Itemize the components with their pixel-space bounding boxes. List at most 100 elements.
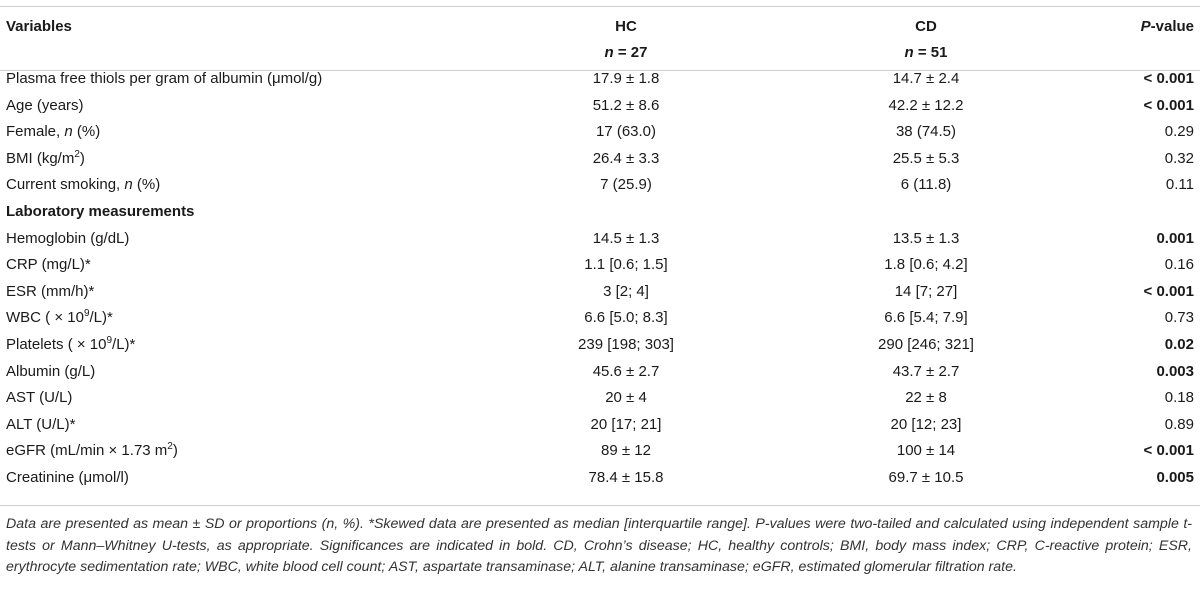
cell-p-value: 0.16 [1164,256,1194,274]
row-label-text: /L)* [112,335,136,353]
section-title: Laboratory measurements [6,202,195,220]
cell-cd: 290 [246; 321] [878,335,974,353]
cell-cd: 14 [7; 27] [894,282,958,300]
cell-p-value: 0.73 [1164,309,1194,327]
row-label-italic: n [64,123,73,141]
header-p-value: P-value [1056,14,1200,40]
row-label-text: ) [172,442,178,460]
cell-p-value: 0.005 [1156,468,1194,486]
table-bottom-rule [0,505,1200,506]
table-row: Age (years) 51.2 ± 8.6 42.2 ± 12.2 < 0.001 [0,93,1200,120]
table-row: eGFR (mL/min × 1.73 m2) 89 ± 12 100 ± 14 < … [0,438,1200,465]
table-row: BMI (kg/m2) 26.4 ± 3.3 25.5 ± 5.3 0.32 [0,146,1200,173]
table-row: Creatinine (μmol/l) 78.4 ± 15.8 69.7 ± 10.… [0,465,1200,492]
table-row: WBC ( × 109/L)* 6.6 [5.0; 8.3] 6.6 [5.4; 7… [0,305,1200,332]
table-header-rule [0,70,1200,71]
row-label: Current smoking, n (%) [0,172,456,199]
cell-cd: 43.7 ± 2.7 [892,362,960,380]
cell-hc: 3 [2; 4] [603,282,649,300]
row-label-text: eGFR (mL/min × 1.73 m [6,442,168,460]
table-row: Platelets ( × 109/L)* 239 [198; 303] 290 [… [0,332,1200,359]
row-label-text: (%) [132,176,161,194]
table-row: ALT (U/L)* 20 [17; 21] 20 [12; 23] 0.89 [0,412,1200,439]
table-row: Female, n (%) 17 (63.0) 38 (74.5) 0.29 [0,119,1200,146]
cell-p-value: < 0.001 [1143,442,1194,460]
header-hc-n: n = 27 [604,44,648,61]
row-label-text: Female, [6,123,65,141]
section-row: Laboratory measurements [0,199,1200,226]
cell-cd: 13.5 ± 1.3 [892,229,960,247]
row-label-text: Platelets ( × 10 [6,335,107,353]
row-label-text: Current smoking, [6,176,125,194]
cell-hc: 20 [17; 21] [590,415,662,433]
cell-p-value: 0.89 [1164,415,1194,433]
row-label-text: (%) [72,123,101,141]
cell-p-value: 0.001 [1156,229,1194,247]
row-label: Creatinine (μmol/l) [6,468,129,486]
cell-hc: 89 ± 12 [601,442,651,460]
row-label-superscript: 9 [83,308,90,320]
header-cd: CD [915,18,937,35]
cell-cd: 6.6 [5.4; 7.9] [884,309,968,327]
row-label-text: /L)* [89,309,113,327]
table-top-rule [0,6,1200,7]
table-header-row: Variables HC CD P-value [0,14,1200,40]
table-body: Plasma free thiols per gram of albumin (… [0,66,1200,492]
cell-cd: 1.8 [0.6; 4.2] [884,256,968,274]
row-label: ALT (U/L)* [6,415,76,433]
row-label-superscript: 2 [74,148,80,160]
cell-p-value: < 0.001 [1143,96,1194,114]
table-row: Hemoglobin (g/dL) 14.5 ± 1.3 13.5 ± 1.3 0.0… [0,226,1200,253]
cell-cd: 25.5 ± 5.3 [892,149,960,167]
cell-cd: 100 ± 14 [896,442,956,460]
table-footnote: Data are presented as mean ± SD or propo… [6,516,1192,575]
cell-hc: 51.2 ± 8.6 [592,96,660,114]
cell-p-value: < 0.001 [1143,70,1194,87]
cell-hc: 26.4 ± 3.3 [592,149,660,167]
cell-cd: 14.7 ± 2.4 [892,70,960,87]
row-label: AST (U/L) [6,389,73,407]
row-label: Plasma free thiols per gram of albumin (… [6,70,323,87]
table-row: AST (U/L) 20 ± 4 22 ± 8 0.18 [0,385,1200,412]
cell-cd: 20 [12; 23] [890,415,962,433]
header-variables: Variables [6,18,72,35]
cell-cd: 38 (74.5) [895,123,957,141]
row-label: eGFR (mL/min × 1.73 m2) [0,438,456,465]
cell-p-value: 0.003 [1156,362,1194,380]
cell-p-value: 0.32 [1164,149,1194,167]
table-row: CRP (mg/L)* 1.1 [0.6; 1.5] 1.8 [0.6; 4.2] 0… [0,252,1200,279]
cell-hc: 6.6 [5.0; 8.3] [584,309,668,327]
row-label-italic: n [124,176,133,194]
cell-p-value: 0.02 [1164,335,1194,353]
header-hc: HC [615,18,637,35]
table-row: ESR (mm/h)* 3 [2; 4] 14 [7; 27] < 0.001 [0,279,1200,306]
row-label-text: WBC ( × 10 [6,309,84,327]
row-label: Age (years) [6,96,84,114]
table-row: Albumin (g/L) 45.6 ± 2.7 43.7 ± 2.7 0.003 [0,359,1200,386]
row-label: Hemoglobin (g/dL) [6,229,130,247]
cell-hc: 78.4 ± 15.8 [588,468,664,486]
cell-p-value: 0.11 [1165,176,1194,194]
cell-hc: 45.6 ± 2.7 [592,362,660,380]
row-label: CRP (mg/L)* [6,256,91,274]
cell-cd: 69.7 ± 10.5 [888,468,964,486]
header-p-italic: P [1140,18,1151,35]
cell-cd: 6 (11.8) [900,176,952,194]
row-label-text: ) [79,149,85,167]
row-label: WBC ( × 109/L)* [0,305,456,332]
row-label: BMI (kg/m2) [0,146,456,173]
header-cd-n: n = 51 [904,44,948,61]
cell-hc: 17 (63.0) [595,123,657,141]
header-p-rest: -value [1150,18,1194,35]
cell-hc: 20 ± 4 [605,389,647,407]
cell-cd: 42.2 ± 12.2 [888,96,964,114]
cell-p-value: < 0.001 [1143,282,1194,300]
row-label: Platelets ( × 109/L)* [0,332,456,359]
table-row: Current smoking, n (%) 7 (25.9) 6 (11.8) 0.… [0,172,1200,199]
table-row: Plasma free thiols per gram of albumin (… [0,66,1200,93]
row-label-superscript: 2 [167,441,173,453]
cell-hc: 239 [198; 303] [578,335,674,353]
row-label-text: BMI (kg/m [6,149,75,167]
cell-p-value: 0.18 [1164,389,1194,407]
